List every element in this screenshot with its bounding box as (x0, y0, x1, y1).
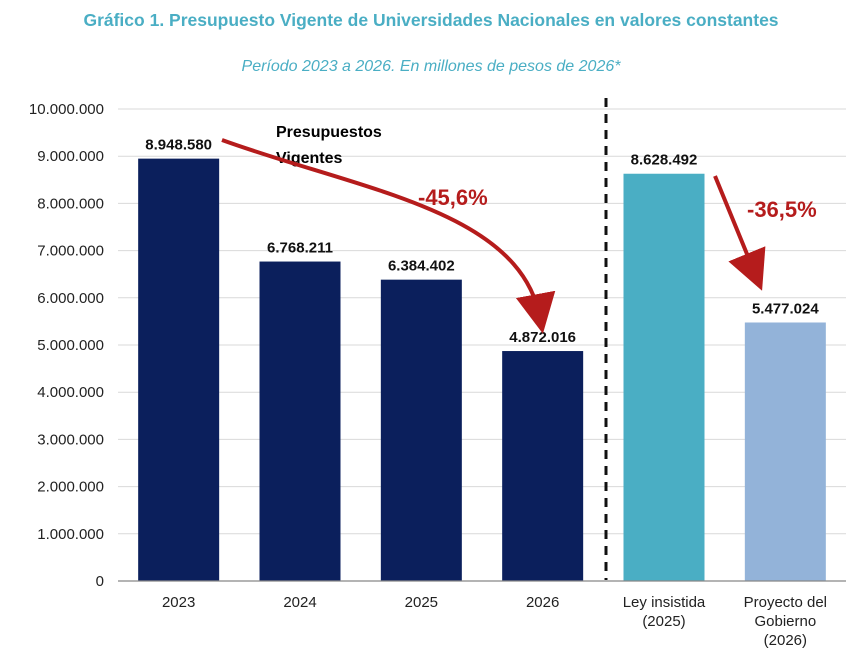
x-category-label: 2024 (283, 594, 316, 611)
x-category-label: (2026) (764, 632, 807, 649)
gridlines (118, 108, 846, 535)
x-axis: 2023 2024 2025 2026 Ley insistida (2025) Proye… (118, 580, 846, 649)
x-category-label: Gobierno (754, 613, 816, 630)
decline-arrow-2 (713, 175, 766, 291)
x-category-label: 2025 (405, 594, 438, 611)
x-category-label: Ley insistida (623, 594, 706, 611)
bar (623, 173, 705, 582)
y-tick-label: 9.000.000 (37, 148, 104, 165)
y-tick-label: 5.000.000 (37, 337, 104, 354)
bar-value-label: 8.628.492 (631, 152, 698, 169)
bars: 8.948.580 6.768.211 6.384.402 4.872.016 8.62… (138, 137, 826, 582)
y-tick-label: 2.000.000 (37, 479, 104, 496)
bar-value-label: 6.384.402 (388, 258, 455, 275)
x-category-label: 2023 (162, 594, 195, 611)
group-label-line-2: Vigentes (276, 150, 343, 167)
group-label-line-1: Presupuestos (276, 124, 382, 141)
y-tick-label: 7.000.000 (37, 243, 104, 260)
change-label-2: -36,5% (747, 197, 817, 222)
bar-value-label: 6.768.211 (267, 240, 333, 257)
chart-subtitle: Período 2023 a 2026. En millones de peso… (241, 58, 621, 75)
y-tick-label: 0 (96, 573, 104, 590)
change-label-1: -45,6% (418, 185, 488, 210)
bar (380, 279, 462, 581)
y-axis: 0 1.000.000 2.000.000 3.000.000 4.000.000 5.0… (29, 101, 104, 590)
bar (502, 351, 584, 581)
x-category-label: (2025) (642, 613, 685, 630)
bar-value-label: 5.477.024 (752, 300, 819, 317)
bar (744, 322, 826, 581)
x-category-label: 2026 (526, 594, 559, 611)
chart-title: Gráfico 1. Presupuesto Vigente de Univer… (83, 10, 779, 30)
y-tick-label: 1.000.000 (37, 526, 104, 543)
y-tick-label: 3.000.000 (37, 431, 104, 448)
y-tick-label: 6.000.000 (37, 290, 104, 307)
bar (259, 261, 341, 581)
decline-arrow-1 (221, 138, 556, 334)
y-tick-label: 8.000.000 (37, 195, 104, 212)
bar-value-label: 8.948.580 (145, 137, 212, 154)
x-category-label: Proyecto del (744, 594, 827, 611)
bar-value-label: 4.872.016 (509, 329, 576, 346)
y-tick-label: 10.000.000 (29, 101, 104, 118)
bar (138, 158, 220, 582)
y-tick-label: 4.000.000 (37, 384, 104, 401)
